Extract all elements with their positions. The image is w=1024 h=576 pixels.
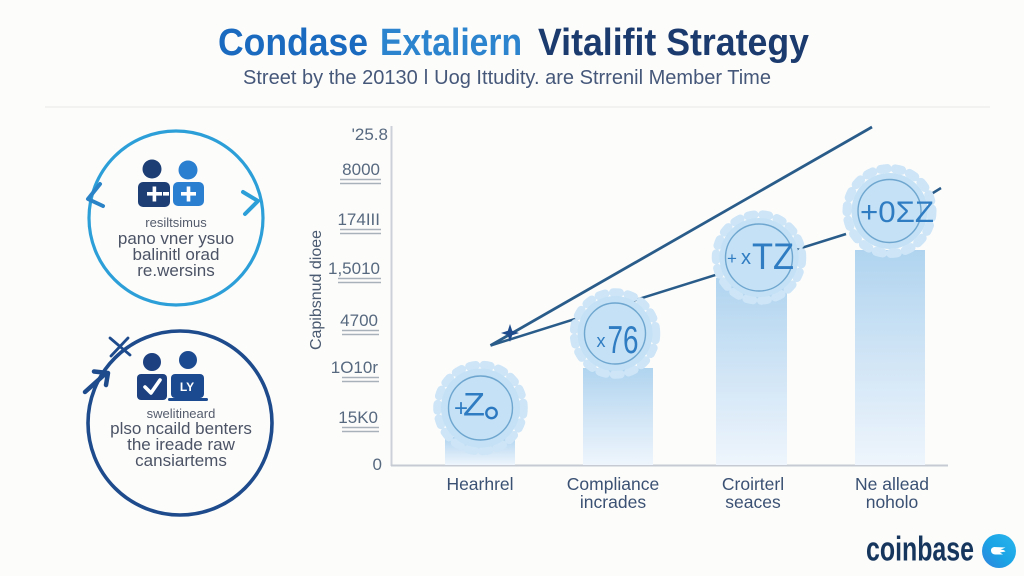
svg-text:174III: 174III — [337, 210, 380, 229]
svg-text:noholo: noholo — [866, 492, 919, 512]
svg-text:swelitineard: swelitineard — [147, 406, 216, 421]
svg-text:Z: Z — [463, 387, 485, 423]
svg-text:x: x — [741, 247, 751, 269]
svg-text:Condase: Condase — [218, 22, 368, 64]
svg-text:seaces: seaces — [725, 492, 781, 512]
svg-text:8000: 8000 — [342, 160, 380, 179]
svg-text:Hearhrel: Hearhrel — [446, 474, 513, 494]
svg-text:Street by the 20130 ǀ Uog Ittu: Street by the 20130 ǀ Uog Ittudity. are … — [243, 67, 771, 89]
svg-text:re.wersins: re.wersins — [137, 261, 214, 280]
svg-text:+: + — [727, 249, 737, 268]
svg-text:+: + — [454, 395, 468, 422]
svg-text:pano vner ysuo: pano vner ysuo — [118, 229, 234, 248]
svg-text:Vitalifit Strategy: Vitalifit Strategy — [538, 22, 809, 64]
svg-text:cansiartems: cansiartems — [135, 451, 227, 470]
svg-text:1,5010: 1,5010 — [328, 259, 380, 278]
svg-text:Ne allead: Ne allead — [855, 474, 929, 494]
svg-text:coinbase: coinbase — [866, 531, 974, 569]
svg-text:LY: LY — [180, 380, 194, 394]
svg-text:TZ: TZ — [752, 236, 794, 277]
svg-text:Extaliern: Extaliern — [380, 22, 522, 64]
svg-text:76: 76 — [608, 319, 639, 362]
svg-text:Croirterl: Croirterl — [722, 474, 784, 494]
svg-text:15K0: 15K0 — [338, 408, 378, 427]
svg-text:+0ΣZ: +0ΣZ — [860, 196, 934, 229]
svg-text:Capibsnud dioee: Capibsnud dioee — [308, 230, 325, 350]
svg-text:plso ncaild benters: plso ncaild benters — [110, 419, 252, 438]
svg-text:1O10r: 1O10r — [331, 358, 379, 377]
svg-text:resiltsimus: resiltsimus — [145, 215, 207, 230]
svg-text:the ireade raw: the ireade raw — [127, 435, 235, 454]
svg-text:balinitl orad: balinitl orad — [133, 245, 220, 264]
svg-text:Compliance: Compliance — [567, 474, 659, 494]
svg-text:0: 0 — [373, 455, 382, 474]
svg-text:'25.8: '25.8 — [352, 125, 388, 144]
svg-text:x: x — [597, 331, 606, 351]
svg-text:incrades: incrades — [580, 492, 646, 512]
svg-text:4700: 4700 — [340, 311, 378, 330]
